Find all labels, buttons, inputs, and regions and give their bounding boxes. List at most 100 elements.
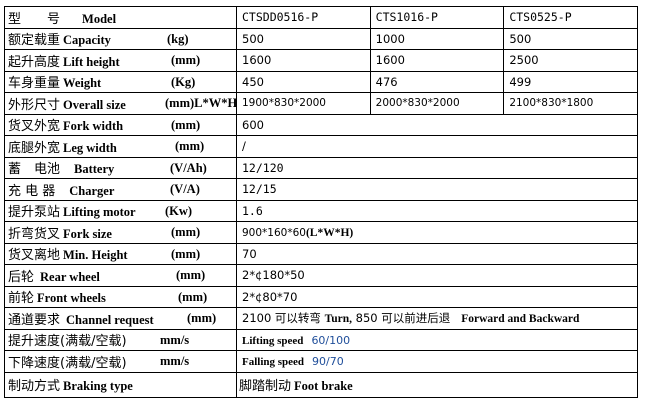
value-cell: 12/120 bbox=[236, 156, 638, 179]
brake-cn: 脚踏制动 bbox=[239, 379, 292, 394]
value-cell: 500 bbox=[503, 27, 638, 50]
label-unit: (mm) bbox=[171, 225, 201, 239]
label-en: Charger bbox=[69, 183, 115, 198]
row-label: 下降速度(满载/空载) mm/s bbox=[4, 350, 237, 373]
value-cell: 1600 bbox=[369, 49, 505, 72]
table-row: 制动方式 Braking type 脚踏制动 Foot brake bbox=[4, 371, 638, 398]
label-cn: 折弯货叉 bbox=[8, 226, 61, 242]
label-unit: (V/A) bbox=[170, 182, 200, 196]
label-unit: (Kw) bbox=[165, 203, 193, 218]
label-unit: (mm) bbox=[171, 53, 201, 67]
table-row: 提升泵站 Lifting motor (Kw) 1.6 bbox=[4, 199, 638, 222]
fork-size-suffix: (L*W*H) bbox=[305, 227, 354, 240]
label-cn: 前轮 bbox=[8, 291, 35, 307]
label-en: Battery bbox=[74, 162, 115, 177]
label-cn: 制动方式 bbox=[8, 379, 61, 394]
table-row: 后轮 Rear wheel (mm) 2*¢180*50 bbox=[4, 264, 638, 287]
value-cell: 脚踏制动 Foot brake bbox=[236, 371, 638, 398]
value-cell: 499 bbox=[503, 70, 638, 93]
label-unit: (V/Ah) bbox=[170, 160, 207, 175]
label-cn: 提升泵站 bbox=[8, 205, 61, 221]
label-en: Min. Height bbox=[63, 248, 128, 263]
channel-turn-en: Turn, bbox=[324, 313, 352, 326]
row-label: 车身重量 Weight (Kg) bbox=[4, 70, 237, 93]
label-cn: 提升速度(满载/空载) bbox=[8, 334, 127, 350]
channel-forward-cn: 850 可以前进后退 bbox=[355, 311, 451, 326]
row-label: 蓄 电池 Battery (V/Ah) bbox=[4, 156, 237, 179]
label-cn: 额定载重 bbox=[8, 33, 61, 49]
row-label: 提升泵站 Lifting motor (Kw) bbox=[4, 199, 237, 222]
value-cell: 476 bbox=[369, 70, 505, 93]
table-row: 蓄 电池 Battery (V/Ah) 12/120 bbox=[4, 156, 638, 179]
label-unit: (mm) bbox=[176, 268, 206, 282]
row-label: 起升高度 Lift height (mm) bbox=[4, 49, 237, 72]
lifting-speed-value: 60/100 bbox=[311, 333, 351, 347]
channel-forward-en: Forward and Backward bbox=[461, 313, 580, 326]
label-en: Front wheels bbox=[37, 291, 106, 306]
label-unit: mm/s bbox=[160, 332, 190, 347]
value-cell: 600 bbox=[236, 113, 638, 136]
row-label: 折弯货叉 Fork size (mm) bbox=[4, 221, 237, 244]
value-cell: 2000*830*2000 bbox=[369, 92, 505, 115]
value-cell: 2500 bbox=[503, 49, 638, 72]
label-unit: (mm)L*W*H bbox=[165, 96, 237, 110]
value-cell: 2*¢80*70 bbox=[236, 285, 638, 308]
table-row: 起升高度 Lift height (mm) 1600 1600 2500 bbox=[4, 49, 638, 72]
value-cell: 12/15 bbox=[236, 178, 638, 201]
label-cn: 车身重量 bbox=[8, 76, 61, 92]
label-unit: (mm) bbox=[175, 139, 205, 153]
table-row: 底腿外宽 Leg width (mm) / bbox=[4, 135, 638, 158]
label-en: Leg width bbox=[63, 140, 117, 155]
label-cn: 型 号 bbox=[8, 11, 61, 27]
value-cell: 450 bbox=[236, 70, 371, 93]
table-row: 下降速度(满载/空载) mm/s Falling speed 90/70 bbox=[4, 350, 638, 373]
value-cell: 500 bbox=[236, 27, 371, 50]
label-cn: 后轮 bbox=[8, 269, 35, 285]
label-cn: 起升高度 bbox=[8, 54, 61, 70]
value-cell: Lifting speed 60/100 bbox=[236, 328, 638, 351]
table-row: 充 电 器 Charger (V/A) 12/15 bbox=[4, 178, 638, 201]
value-cell: Falling speed 90/70 bbox=[236, 350, 638, 373]
table-row: 通道要求 Channel request (mm) 2100 可以转弯 Turn, … bbox=[4, 307, 638, 330]
row-label: 底腿外宽 Leg width (mm) bbox=[4, 135, 237, 158]
label-cn: 通道要求 bbox=[8, 312, 61, 328]
row-label: 充 电 器 Charger (V/A) bbox=[4, 178, 237, 201]
value-cell: 2100*830*1800 bbox=[503, 92, 638, 115]
value-cell: 1000 bbox=[369, 27, 505, 50]
label-en: Model bbox=[82, 11, 117, 26]
row-label: 制动方式 Braking type bbox=[4, 371, 237, 398]
label-unit: mm/s bbox=[160, 354, 190, 368]
label-cn: 货叉离地 bbox=[8, 248, 61, 264]
table-row: 额定载重 Capacity (kg) 500 1000 500 bbox=[4, 27, 638, 50]
table-row: 车身重量 Weight (Kg) 450 476 499 bbox=[4, 70, 638, 93]
label-cn: 下降速度(满载/空载) bbox=[8, 355, 127, 371]
model-1: CTSDD0516-P bbox=[236, 6, 371, 29]
row-label: 通道要求 Channel request (mm) bbox=[4, 307, 237, 330]
label-en: Lift height bbox=[63, 54, 120, 69]
falling-speed-value: 90/70 bbox=[312, 355, 344, 369]
value-cell: 1.6 bbox=[236, 199, 638, 222]
value-cell: / bbox=[236, 135, 638, 158]
label-unit: (Kg) bbox=[171, 74, 196, 89]
header-row: 型 号 Model CTSDD0516-P CTS1016-P CTS0525-P bbox=[4, 6, 638, 29]
row-label: 前轮 Front wheels (mm) bbox=[4, 285, 237, 308]
label-en: Weight bbox=[63, 76, 102, 91]
falling-speed-label: Falling speed bbox=[242, 356, 305, 369]
row-label: 额定载重 Capacity (kg) bbox=[4, 27, 237, 50]
value-cell: 2100 可以转弯 Turn, 850 可以前进后退 Forward and B… bbox=[236, 307, 638, 330]
value-cell: 2*¢180*50 bbox=[236, 264, 638, 287]
spec-table: 型 号 Model CTSDD0516-P CTS1016-P CTS0525-P… bbox=[4, 6, 638, 398]
row-label: 外形尺寸 Overall size (mm)L*W*H bbox=[4, 92, 237, 115]
value-cell: 1900*830*2000 bbox=[236, 92, 371, 115]
table-row: 货叉离地 Min. Height (mm) 70 bbox=[4, 242, 638, 265]
brake-en: Foot brake bbox=[294, 379, 353, 393]
label-cn: 底腿外宽 bbox=[8, 140, 61, 156]
label-cn: 充 电 器 bbox=[8, 183, 56, 199]
label-en: Rear wheel bbox=[40, 269, 100, 284]
label-en: Fork width bbox=[63, 119, 124, 134]
label-cn: 货叉外宽 bbox=[8, 119, 61, 135]
value-cell: 70 bbox=[236, 242, 638, 265]
fork-size-value: 900*160*60 bbox=[242, 227, 306, 240]
label-en: Capacity bbox=[63, 33, 111, 48]
label-en: Braking type bbox=[63, 379, 133, 393]
